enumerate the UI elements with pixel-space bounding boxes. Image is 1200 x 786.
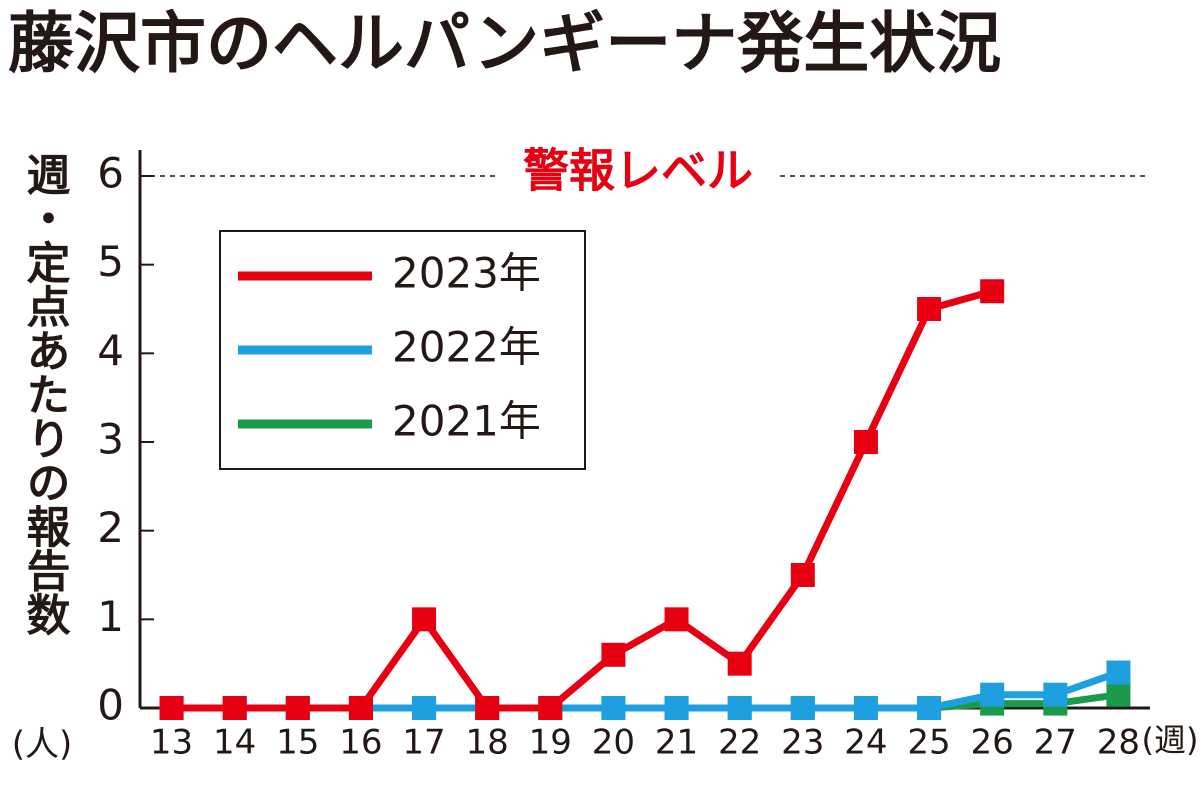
- series-marker: [664, 607, 689, 632]
- y-tick-label: 1: [97, 592, 124, 641]
- series-marker: [601, 696, 626, 720]
- series-marker: [348, 696, 373, 720]
- series-marker: [727, 696, 752, 720]
- series-marker: [475, 696, 500, 720]
- series-marker: [853, 696, 878, 720]
- series-marker: [412, 696, 437, 720]
- x-tick-label: 18: [466, 723, 509, 763]
- series-marker: [980, 682, 1005, 707]
- x-tick-label: 22: [718, 723, 761, 763]
- series-marker: [790, 696, 815, 720]
- y-tick-label: 6: [97, 149, 124, 198]
- legend-label: 2021年: [392, 397, 541, 446]
- series-marker: [222, 696, 247, 720]
- series-marker: [917, 696, 942, 720]
- legend-label: 2022年: [392, 323, 541, 372]
- x-tick-label: 19: [529, 723, 572, 763]
- legend-label: 2023年: [392, 249, 541, 298]
- series-marker: [853, 430, 878, 454]
- y-tick-label: 0: [97, 681, 124, 730]
- x-tick-label: 24: [844, 723, 887, 763]
- y-tick-label: 4: [97, 326, 124, 375]
- alert-label: 警報レベル: [523, 144, 753, 198]
- x-axis-unit: (週): [1142, 721, 1199, 759]
- x-tick-label: 26: [971, 723, 1014, 763]
- x-tick-label: 17: [402, 723, 445, 763]
- series-marker: [538, 696, 563, 720]
- x-tick-label: 15: [276, 723, 319, 763]
- alert-label-bg: [498, 148, 778, 204]
- series-marker: [1106, 682, 1131, 707]
- series-marker: [1106, 660, 1131, 685]
- series-marker: [664, 696, 689, 720]
- series-marker: [1043, 682, 1068, 707]
- x-tick-label: 16: [339, 723, 382, 763]
- y-tick-label: 5: [97, 237, 124, 286]
- y-tick-label: 3: [97, 415, 124, 464]
- x-tick-label: 20: [592, 723, 635, 763]
- x-tick-label: 28: [1097, 723, 1140, 763]
- series-marker: [159, 696, 184, 720]
- y-axis-label: 週・定点あたりの報告数: [19, 152, 71, 636]
- series-marker: [727, 651, 752, 676]
- y-tick-label: 2: [97, 503, 124, 552]
- series-marker: [285, 696, 310, 720]
- series-marker: [412, 607, 437, 632]
- x-tick-label: 27: [1034, 723, 1077, 763]
- x-tick-label: 25: [907, 723, 950, 763]
- x-tick-label: 13: [150, 723, 193, 763]
- x-tick-label: 23: [781, 723, 824, 763]
- series-marker: [917, 297, 942, 321]
- x-tick-label: 14: [213, 723, 256, 763]
- series-marker: [601, 642, 626, 667]
- y-axis-unit: (人): [12, 725, 73, 765]
- series-marker: [980, 279, 1005, 304]
- x-tick-label: 21: [655, 723, 698, 763]
- series-marker: [790, 563, 815, 587]
- chart-title: 藤沢市のヘルパンギーナ発生状況: [8, 5, 1001, 82]
